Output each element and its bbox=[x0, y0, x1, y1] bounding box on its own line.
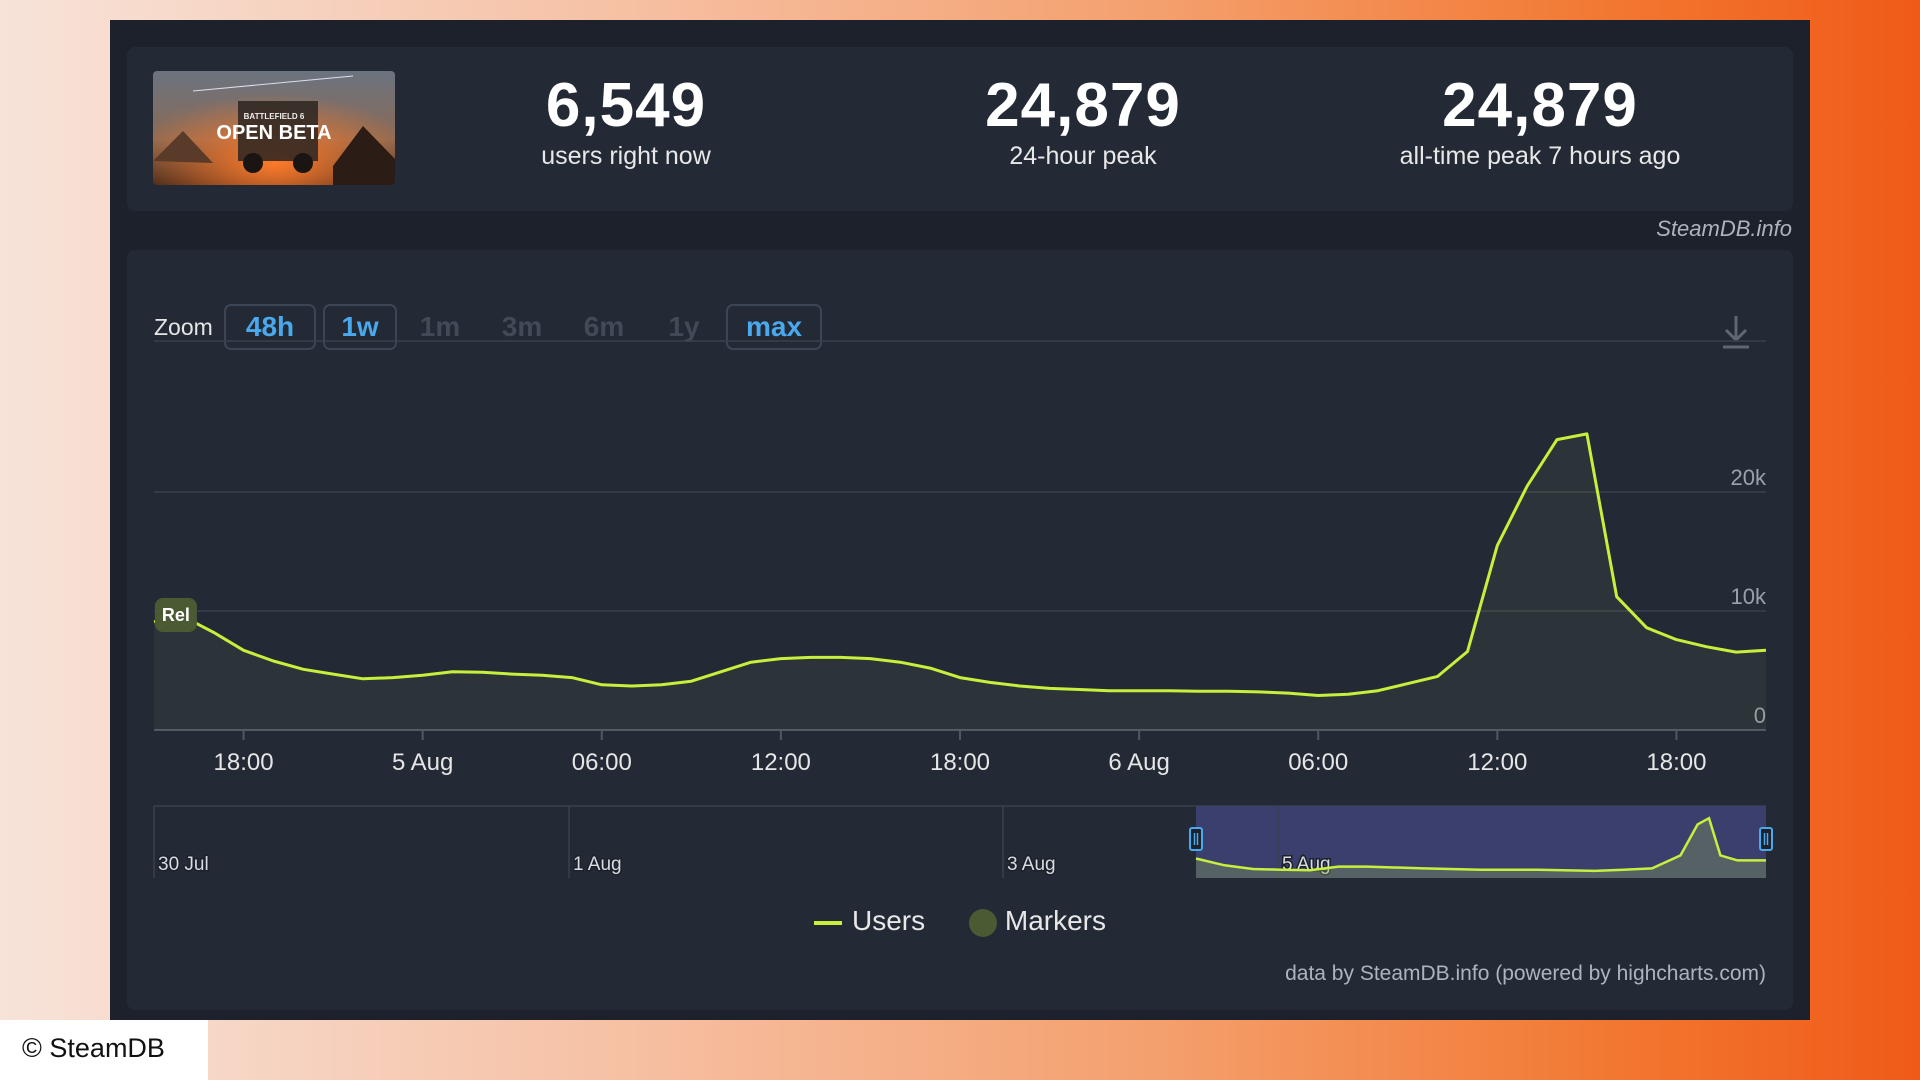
navigator-area bbox=[1196, 818, 1766, 878]
x-tick-label: 6 Aug bbox=[1108, 749, 1169, 776]
stats-bar: BATTLEFIELD 6 OPEN BETA 6,549 users righ… bbox=[127, 47, 1793, 211]
stat-24h-peak: 24,879 24-hour peak bbox=[903, 73, 1263, 173]
source-credit[interactable]: SteamDB.info bbox=[1656, 216, 1792, 241]
game-thumbnail[interactable]: BATTLEFIELD 6 OPEN BETA bbox=[153, 71, 395, 185]
users-line-chart: 18:00 5 Aug 06:00 12:00 18:00 6 Aug 06:00 12:00… bbox=[153, 340, 1773, 878]
legend-users[interactable]: Users bbox=[813, 905, 926, 937]
x-tick-label: 18:00 bbox=[930, 749, 990, 776]
x-tick-label: 12:00 bbox=[751, 749, 811, 776]
stat-value: 24,879 bbox=[1442, 71, 1638, 140]
navigator-tick-label: 1 Aug bbox=[573, 854, 622, 875]
zoom-max-button[interactable]: max bbox=[726, 304, 822, 350]
zoom-48h-button[interactable]: 48h bbox=[224, 304, 316, 350]
handle-grip bbox=[1189, 827, 1203, 851]
stat-label: all-time peak 7 hours ago bbox=[1399, 142, 1681, 170]
navigator-tick-label: 30 Jul bbox=[158, 854, 209, 875]
y-tick-label: 20k bbox=[1731, 465, 1767, 490]
stat-value: 24,879 bbox=[985, 71, 1181, 140]
x-tick-label: 5 Aug bbox=[392, 749, 453, 776]
users-series-line bbox=[153, 432, 1767, 697]
release-marker[interactable]: Rel bbox=[154, 598, 197, 632]
zoom-3m-button[interactable]: 3m bbox=[501, 311, 543, 342]
x-tick-label: 18:00 bbox=[1646, 749, 1706, 776]
x-tick-label: 06:00 bbox=[1288, 749, 1348, 776]
thumbnail-title-text: OPEN BETA bbox=[216, 122, 331, 144]
navigator-tick-label: 3 Aug bbox=[1007, 854, 1056, 875]
y-tick-label: 10k bbox=[1731, 584, 1767, 609]
copyright-notice: © SteamDB bbox=[0, 1020, 208, 1080]
footer-credit[interactable]: data by SteamDB.info (powered by highcha… bbox=[1285, 962, 1766, 985]
x-tick-label: 12:00 bbox=[1467, 749, 1527, 776]
handle-grip bbox=[1759, 827, 1773, 851]
legend-users-label: Users bbox=[851, 905, 926, 936]
y-tick-label: 0 bbox=[1754, 703, 1766, 728]
stat-value: 6,549 bbox=[545, 71, 707, 140]
navigator-right-handle[interactable] bbox=[1759, 827, 1773, 851]
stat-label: users right now bbox=[541, 142, 711, 170]
zoom-1w-button[interactable]: 1w bbox=[323, 304, 397, 350]
navigator-selection[interactable] bbox=[1196, 806, 1766, 878]
zoom-label: Zoom bbox=[154, 314, 213, 340]
legend-dot-swatch bbox=[968, 908, 997, 937]
thumbnail-small-text: BATTLEFIELD 6 bbox=[244, 112, 305, 121]
x-tick-label: 06:00 bbox=[572, 749, 632, 776]
legend-markers-label: Markers bbox=[1004, 905, 1107, 936]
legend-markers[interactable]: Markers bbox=[968, 905, 1107, 937]
zoom-1m-button[interactable]: 1m bbox=[419, 311, 461, 342]
x-tick-label: 18:00 bbox=[214, 749, 274, 776]
zoom-6m-button[interactable]: 6m bbox=[583, 311, 625, 342]
steamdb-panel: BATTLEFIELD 6 OPEN BETA 6,549 users righ… bbox=[110, 20, 1810, 1020]
navigator[interactable]: 30 Jul 1 Aug 3 Aug 5 Aug bbox=[153, 805, 1773, 878]
legend-line-swatch bbox=[813, 920, 842, 925]
navigator-left-handle[interactable] bbox=[1189, 827, 1203, 851]
marker-label: Rel bbox=[162, 605, 190, 625]
chart-container: Zoom 48h 1w 1m 3m 6m 1y max 18:00 5 Aug 06… bbox=[127, 250, 1793, 1010]
chart-legend: Users Markers bbox=[127, 905, 1793, 937]
download-icon[interactable] bbox=[1721, 314, 1751, 355]
marker-badge bbox=[154, 598, 197, 632]
stat-current-users: 6,549 users right now bbox=[446, 73, 806, 173]
navigator-series-line bbox=[1195, 816, 1766, 873]
zoom-1y-button[interactable]: 1y bbox=[668, 311, 700, 342]
users-area-fill bbox=[154, 433, 1766, 730]
stat-label: 24-hour peak bbox=[1009, 142, 1157, 170]
stat-all-time-peak: 24,879 all-time peak 7 hours ago bbox=[1360, 73, 1720, 173]
